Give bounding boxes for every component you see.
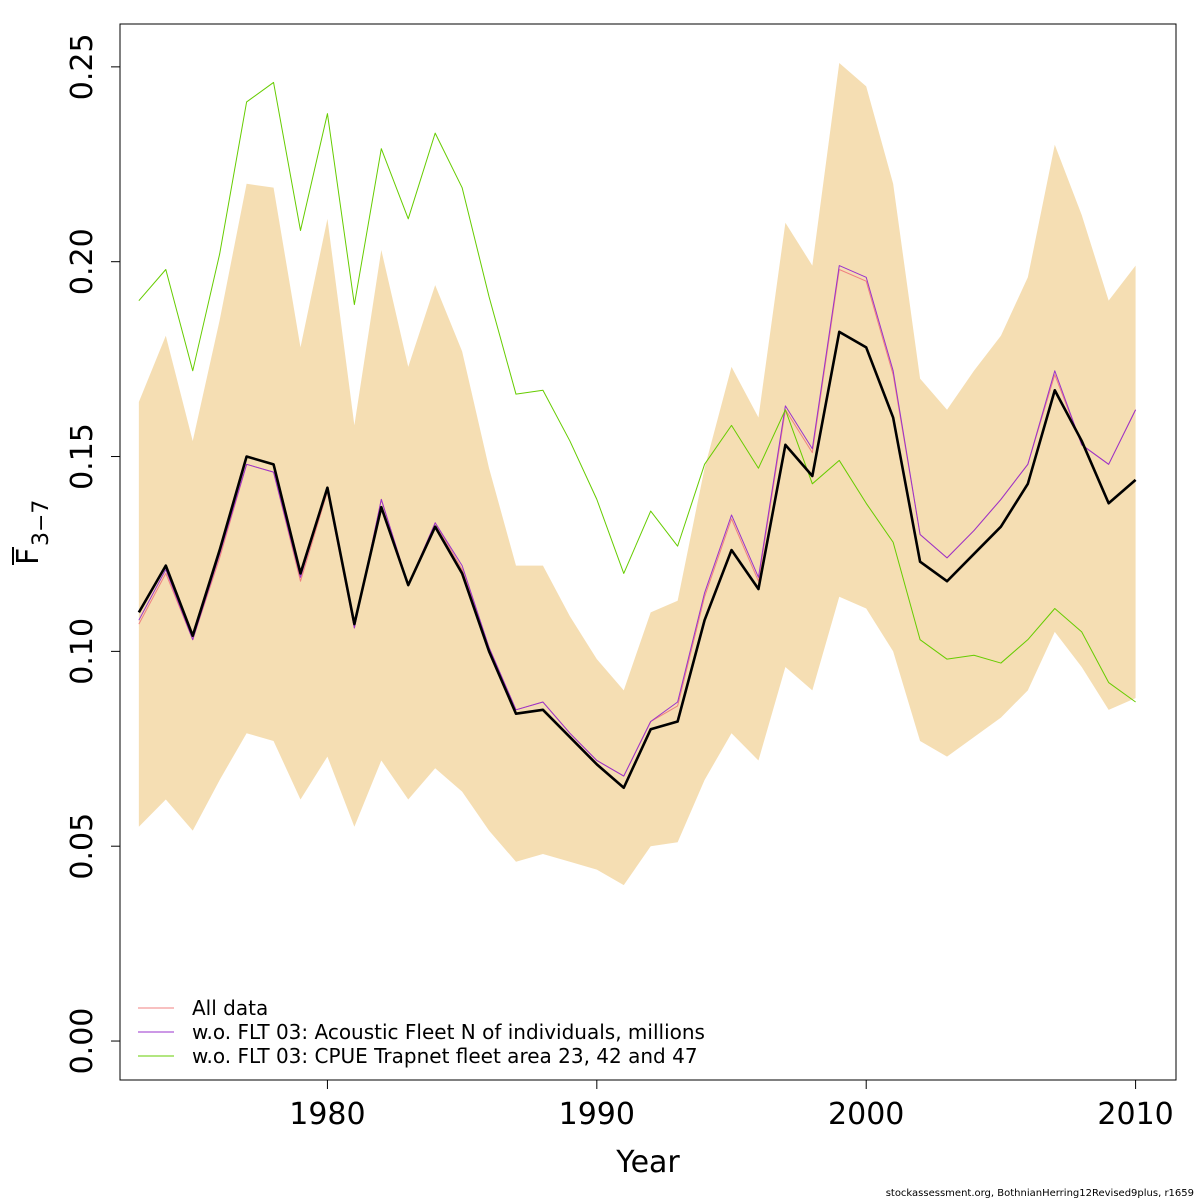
x-tick-label: 1980 — [289, 1097, 365, 1132]
y-axis-title-main: F — [11, 548, 46, 565]
credit-text: stockassessment.org, BothnianHerring12Re… — [886, 1188, 1194, 1199]
plot-area — [137, 62, 1137, 886]
x-tick-label: 2000 — [828, 1097, 904, 1132]
series-line-estimate — [137, 330, 1137, 790]
y-tick-label: 0.15 — [65, 423, 100, 490]
series-line-wo-cpue-trapnet — [138, 81, 1136, 703]
y-tick-label: 0.10 — [65, 618, 100, 685]
y-tick-label: 0.25 — [65, 33, 100, 100]
x-tick-label: 2010 — [1097, 1097, 1173, 1132]
confidence-band — [138, 62, 1136, 886]
plot-frame — [119, 23, 1177, 1081]
y-tick-label: 0.20 — [65, 228, 100, 295]
y-axis-title-subscript: 3−7 — [29, 500, 54, 546]
y-tick-label: 0.00 — [65, 1008, 100, 1075]
axes: 1980 1990 2000 2010 0.00 0.05 0.10 0.15 0.20 0.25 — [65, 23, 1177, 1132]
y-axis-title: F 3−7 — [11, 500, 54, 565]
x-tick-label: 1990 — [559, 1097, 635, 1132]
legend-label: w.o. FLT 03: CPUE Trapnet fleet area 23,… — [192, 1044, 698, 1068]
y-tick-label: 0.05 — [65, 813, 100, 880]
legend-label: All data — [192, 996, 268, 1020]
x-axis-title: Year — [615, 1145, 680, 1180]
legend-label: w.o. FLT 03: Acoustic Fleet N of individ… — [192, 1020, 705, 1044]
